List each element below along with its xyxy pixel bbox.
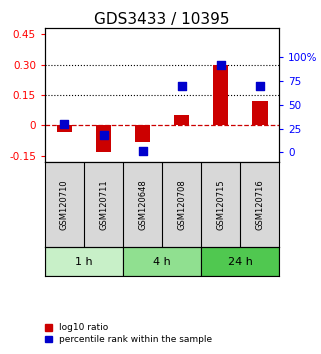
Bar <box>213 65 229 126</box>
Title: GDS3433 / 10395: GDS3433 / 10395 <box>94 12 230 27</box>
Bar <box>56 126 72 132</box>
Text: GSM120708: GSM120708 <box>177 179 186 230</box>
Point <box>218 62 223 67</box>
Text: GSM120716: GSM120716 <box>255 179 264 230</box>
Text: GSM120711: GSM120711 <box>99 179 108 230</box>
Text: 1 h: 1 h <box>75 257 93 267</box>
Point <box>62 121 67 127</box>
Text: 24 h: 24 h <box>228 257 253 267</box>
Text: 4 h: 4 h <box>153 257 171 267</box>
Bar <box>135 126 150 142</box>
Text: GSM120710: GSM120710 <box>60 179 69 230</box>
Point <box>257 83 262 88</box>
Point <box>140 149 145 154</box>
Bar <box>252 101 267 126</box>
Point <box>179 83 184 88</box>
Text: GSM120648: GSM120648 <box>138 179 147 230</box>
Bar <box>45 247 123 276</box>
Legend: log10 ratio, percentile rank within the sample: log10 ratio, percentile rank within the … <box>43 322 214 346</box>
Point <box>101 132 106 138</box>
Bar <box>174 115 189 126</box>
Bar <box>123 247 201 276</box>
Bar <box>96 126 111 152</box>
Bar <box>201 247 279 276</box>
Text: GSM120715: GSM120715 <box>216 179 225 230</box>
